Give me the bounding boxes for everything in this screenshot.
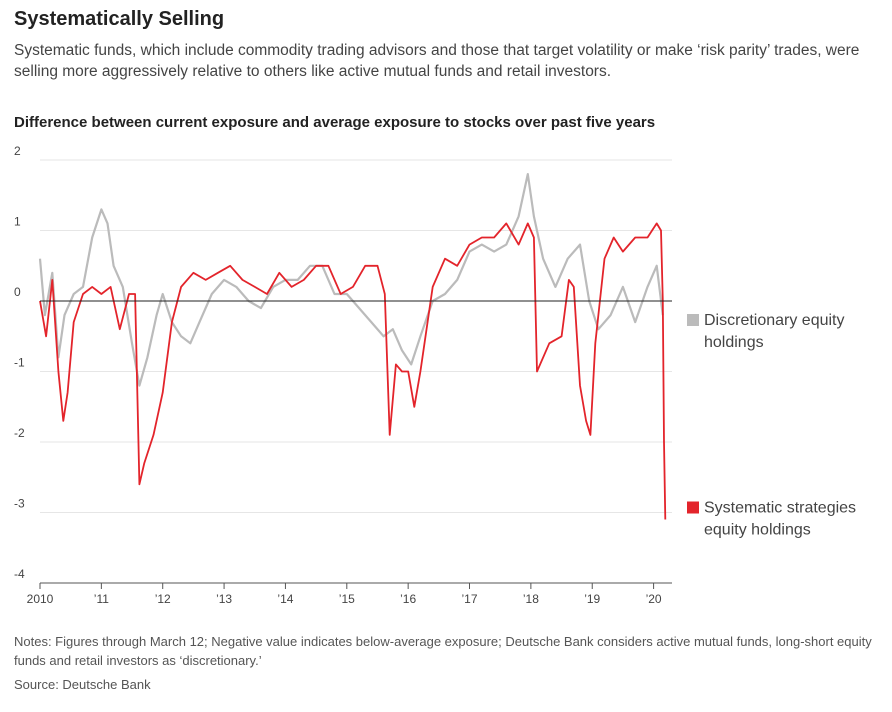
grid-layer bbox=[40, 159, 672, 584]
page-title: Systematically Selling bbox=[14, 8, 225, 30]
x-tick-label: ’11 bbox=[94, 592, 109, 606]
legend-label-discretionary-line1: Discretionary equity bbox=[704, 312, 845, 329]
y-tick-label: 2 bbox=[14, 144, 21, 158]
x-tick-label: ’15 bbox=[339, 592, 355, 606]
series-line-systematic bbox=[39, 222, 667, 520]
y-tick-label: -4 bbox=[14, 567, 25, 581]
legend-label-systematic-line2: equity holdings bbox=[704, 522, 811, 539]
x-tick-label: ’20 bbox=[646, 592, 662, 606]
page-subtitle: Systematic funds, which include commodit… bbox=[14, 42, 860, 80]
chart-notes: Notes: Figures through March 12; Negativ… bbox=[14, 634, 872, 668]
legend-label-discretionary-line2: holdings bbox=[704, 334, 764, 351]
y-tick-label: -1 bbox=[14, 356, 25, 370]
legend-swatch-discretionary bbox=[687, 314, 699, 326]
chart-title: Difference between current exposure and … bbox=[14, 114, 656, 131]
legend: Discretionary equity holdings Systematic… bbox=[687, 312, 856, 539]
x-tick-label: ’16 bbox=[400, 592, 416, 606]
x-tick-label: ’19 bbox=[584, 592, 600, 606]
series-layer bbox=[38, 173, 667, 520]
x-tick-label: ’18 bbox=[523, 592, 539, 606]
chart-source: Source: Deutsche Bank bbox=[14, 677, 151, 692]
series-line-discretionary bbox=[38, 173, 664, 387]
x-axis-ticks: 2010 ’11 ’12 ’13 ’14 ’15 ’16 ’17 ’18 ’19 ’20 bbox=[27, 582, 672, 606]
x-tick-label: ’12 bbox=[155, 592, 171, 606]
y-tick-label: 1 bbox=[14, 215, 21, 229]
x-tick-label: ’14 bbox=[277, 592, 293, 606]
legend-swatch-systematic bbox=[687, 501, 699, 514]
x-tick-label: ’13 bbox=[216, 592, 232, 606]
y-tick-label: -3 bbox=[14, 497, 25, 511]
line-chart: 2 1 0 -1 -2 -3 -4 2010 ’11 ’12 ’13 ’14 ’15 ’16 ’17 ’18… bbox=[14, 144, 856, 606]
y-tick-label: -2 bbox=[14, 426, 25, 440]
y-axis-ticks: 2 1 0 -1 -2 -3 -4 bbox=[14, 144, 25, 581]
x-tick-label: 2010 bbox=[27, 592, 54, 606]
x-tick-label: ’17 bbox=[462, 592, 478, 606]
y-tick-label: 0 bbox=[14, 285, 21, 299]
legend-label-systematic-line1: Systematic strategies bbox=[704, 500, 856, 517]
